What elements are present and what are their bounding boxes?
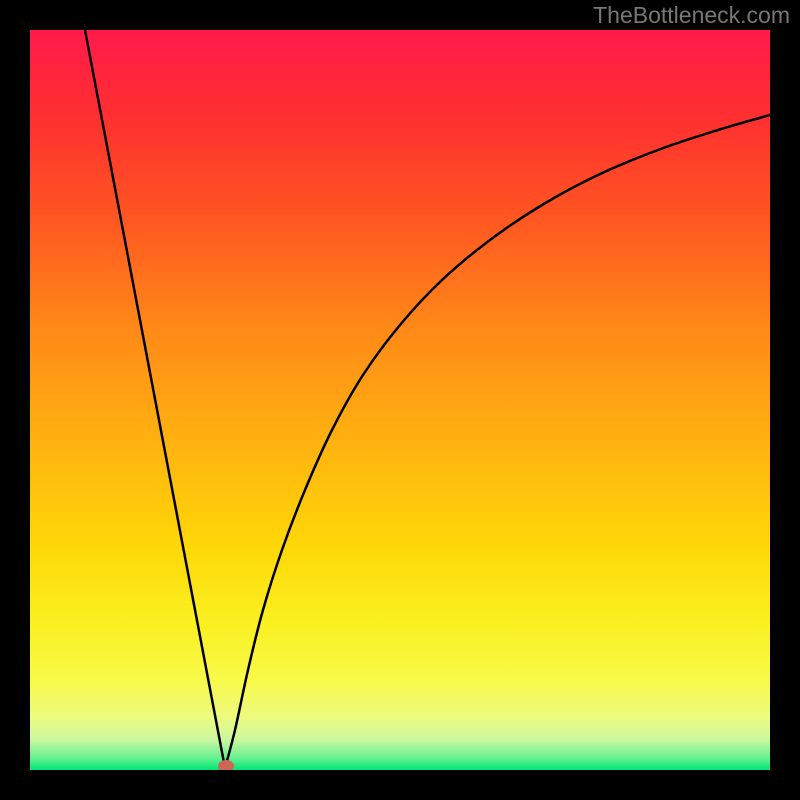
- plot-area: [30, 30, 770, 770]
- watermark-text: TheBottleneck.com: [593, 2, 790, 29]
- gradient-background: [30, 30, 770, 770]
- chart-svg: [30, 30, 770, 770]
